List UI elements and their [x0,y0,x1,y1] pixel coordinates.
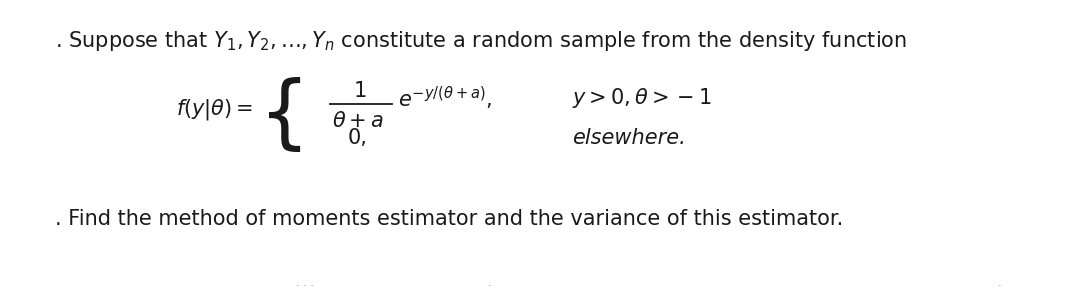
Text: $\theta + a$: $\theta + a$ [332,111,383,131]
Text: $f(y|\theta) =$: $f(y|\theta) =$ [176,97,253,122]
Text: $y > 0, \theta > -1$: $y > 0, \theta > -1$ [572,86,712,110]
Text: 0,: 0, [348,128,368,148]
Text: $e^{-y/(\theta+a)},$: $e^{-y/(\theta+a)},$ [399,84,492,112]
Text: .: . [488,278,491,288]
Text: $\{$: $\{$ [258,76,301,156]
Text: . Find the method of moments estimator and the variance of this estimator.: . Find the method of moments estimator a… [55,209,843,229]
Text: .: . [998,278,1002,288]
Text: . Suppose that $Y_1, Y_2, \ldots, Y_n$ constitute a random sample from the densi: . Suppose that $Y_1, Y_2, \ldots, Y_n$ c… [55,29,907,53]
Text: elsewhere.: elsewhere. [572,128,686,148]
Text: 1: 1 [353,81,366,101]
Text: . . .: . . . [296,278,314,288]
